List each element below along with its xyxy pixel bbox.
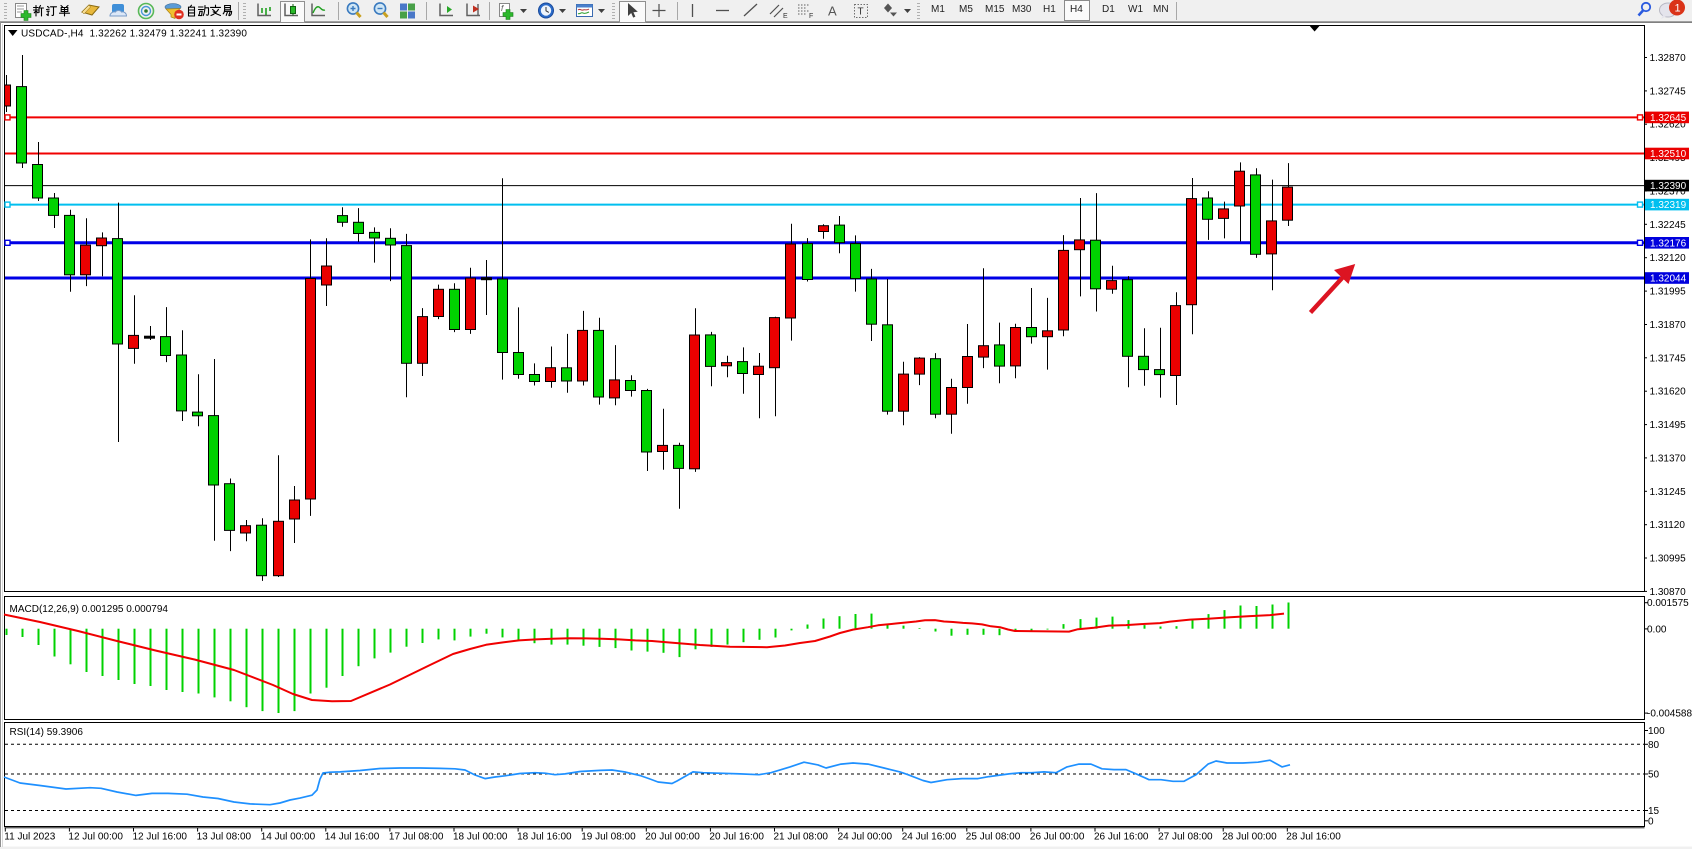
svg-text:1.32510: 1.32510 — [1650, 149, 1687, 160]
svg-text:18 Jul 00:00: 18 Jul 00:00 — [453, 832, 508, 843]
svg-text:RSI(14) 59.3906: RSI(14) 59.3906 — [10, 727, 84, 738]
svg-text:100: 100 — [1648, 726, 1665, 737]
svg-text:1.31120: 1.31120 — [1650, 520, 1686, 531]
svg-text:1.32870: 1.32870 — [1650, 53, 1687, 64]
svg-text:1.32620: 1.32620 — [1650, 120, 1687, 131]
svg-text:24 Jul 00:00: 24 Jul 00:00 — [838, 832, 893, 843]
svg-text:80: 80 — [1648, 740, 1660, 751]
svg-text:USDCAD-,H4 1.32262 1.32479 1.: USDCAD-,H4 1.32262 1.32479 1.32241 1.323… — [21, 29, 247, 40]
svg-text:F: F — [809, 13, 813, 20]
svg-text:26 Jul 16:00: 26 Jul 16:00 — [1094, 832, 1149, 843]
svg-text:12 Jul 00:00: 12 Jul 00:00 — [68, 832, 123, 843]
svg-text:0.00: 0.00 — [1647, 624, 1667, 635]
svg-text:1.32319: 1.32319 — [1650, 200, 1687, 211]
svg-text:0: 0 — [1648, 816, 1654, 827]
svg-text:f: f — [501, 4, 504, 13]
svg-text:27 Jul 08:00: 27 Jul 08:00 — [1158, 832, 1213, 843]
svg-text:20 Jul 00:00: 20 Jul 00:00 — [645, 832, 700, 843]
svg-text:1.30870: 1.30870 — [1650, 587, 1687, 598]
svg-text:11 Jul 2023: 11 Jul 2023 — [4, 832, 55, 843]
svg-text:1.32245: 1.32245 — [1650, 220, 1687, 231]
svg-text:19 Jul 08:00: 19 Jul 08:00 — [581, 832, 636, 843]
svg-text:1.32044: 1.32044 — [1650, 274, 1687, 285]
svg-text:1: 1 — [1675, 3, 1681, 15]
svg-text:1.32645: 1.32645 — [1650, 113, 1687, 124]
svg-text:25 Jul 08:00: 25 Jul 08:00 — [966, 832, 1021, 843]
svg-text:50: 50 — [1648, 770, 1660, 781]
svg-text:A: A — [828, 4, 837, 19]
svg-text:1.32390: 1.32390 — [1650, 181, 1687, 192]
svg-text:13 Jul 08:00: 13 Jul 08:00 — [197, 832, 252, 843]
svg-text:20 Jul 16:00: 20 Jul 16:00 — [709, 832, 764, 843]
svg-text:1.31745: 1.31745 — [1650, 353, 1687, 364]
svg-text:1.31620: 1.31620 — [1650, 387, 1687, 398]
svg-text:15: 15 — [1648, 806, 1660, 817]
svg-text:0.001575: 0.001575 — [1647, 598, 1689, 609]
svg-text:1.32120: 1.32120 — [1650, 253, 1687, 264]
svg-text:1.32176: 1.32176 — [1650, 238, 1687, 249]
svg-text:28 Jul 16:00: 28 Jul 16:00 — [1286, 832, 1341, 843]
svg-text:MACD(12,26,9) 0.001295 0.00079: MACD(12,26,9) 0.001295 0.000794 — [10, 604, 169, 615]
svg-text:1.32745: 1.32745 — [1650, 86, 1687, 97]
svg-text:1.31370: 1.31370 — [1650, 453, 1687, 464]
svg-text:28 Jul 00:00: 28 Jul 00:00 — [1222, 832, 1277, 843]
svg-text:26 Jul 00:00: 26 Jul 00:00 — [1030, 832, 1085, 843]
svg-text:T: T — [858, 7, 864, 18]
svg-text:1.32370: 1.32370 — [1650, 187, 1687, 198]
svg-text:18 Jul 16:00: 18 Jul 16:00 — [517, 832, 572, 843]
svg-text:17 Jul 08:00: 17 Jul 08:00 — [389, 832, 444, 843]
svg-text:-0.004588: -0.004588 — [1647, 709, 1692, 720]
svg-text:24 Jul 16:00: 24 Jul 16:00 — [902, 832, 957, 843]
svg-text:1.31870: 1.31870 — [1650, 320, 1687, 331]
svg-text:E: E — [783, 13, 788, 20]
svg-text:1.31245: 1.31245 — [1650, 487, 1687, 498]
svg-text:1.31995: 1.31995 — [1650, 287, 1687, 298]
svg-text:21 Jul 08:00: 21 Jul 08:00 — [774, 832, 829, 843]
svg-text:14 Jul 16:00: 14 Jul 16:00 — [325, 832, 380, 843]
svg-text:12 Jul 16:00: 12 Jul 16:00 — [133, 832, 188, 843]
svg-text:1.31495: 1.31495 — [1650, 420, 1687, 431]
svg-text:1.30995: 1.30995 — [1650, 554, 1687, 565]
svg-text:14 Jul 00:00: 14 Jul 00:00 — [261, 832, 316, 843]
